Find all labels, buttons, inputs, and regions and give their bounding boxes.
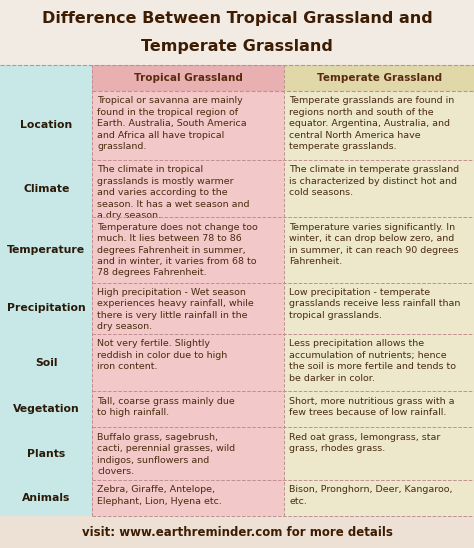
Text: Tropical or savanna are mainly
found in the tropical region of
Earth. Australia,: Tropical or savanna are mainly found in … xyxy=(97,96,247,151)
Bar xyxy=(92,160,284,217)
Text: Not very fertile. Slightly
reddish in color due to high
iron content.: Not very fertile. Slightly reddish in co… xyxy=(97,339,228,372)
Text: Temperate grasslands are found in
regions north and south of the
equator. Argent: Temperate grasslands are found in region… xyxy=(289,96,455,151)
Text: Low precipitation - temperate
grasslands receive less rainfall than
tropical gra: Low precipitation - temperate grasslands… xyxy=(289,288,461,320)
Text: Temperate Grassland: Temperate Grassland xyxy=(141,39,333,54)
Text: Soil: Soil xyxy=(35,358,57,368)
Bar xyxy=(92,427,284,480)
Text: The climate in tropical
grasslands is mostly warmer
and varies according to the
: The climate in tropical grasslands is mo… xyxy=(97,165,250,220)
Bar xyxy=(284,65,474,91)
Text: Difference Between Tropical Grassland and: Difference Between Tropical Grassland an… xyxy=(42,10,432,26)
Bar xyxy=(0,65,92,91)
Text: Animals: Animals xyxy=(22,493,71,503)
Text: visit: www.earthreminder.com for more details: visit: www.earthreminder.com for more de… xyxy=(82,526,392,539)
Text: Red oat grass, lemongrass, star
grass, rhodes grass.: Red oat grass, lemongrass, star grass, r… xyxy=(289,433,440,453)
Bar xyxy=(284,427,474,480)
Bar xyxy=(284,91,474,160)
Text: Climate: Climate xyxy=(23,184,69,193)
Bar xyxy=(0,217,92,283)
Text: Zebra, Giraffe, Antelope,
Elephant, Lion, Hyena etc.: Zebra, Giraffe, Antelope, Elephant, Lion… xyxy=(97,486,222,506)
Bar xyxy=(284,391,474,427)
Bar xyxy=(92,391,284,427)
Bar xyxy=(0,480,92,516)
Bar xyxy=(92,65,284,91)
Bar xyxy=(92,480,284,516)
Bar xyxy=(284,480,474,516)
Text: Tall, coarse grass mainly due
to high rainfall.: Tall, coarse grass mainly due to high ra… xyxy=(97,397,235,417)
Bar xyxy=(284,334,474,391)
Bar xyxy=(92,217,284,283)
Bar xyxy=(0,0,474,65)
Bar xyxy=(284,283,474,334)
Text: Temperature varies significantly. In
winter, it can drop below zero, and
in summ: Temperature varies significantly. In win… xyxy=(289,222,459,266)
Bar xyxy=(0,160,92,217)
Text: Location: Location xyxy=(20,121,73,130)
Text: The climate in temperate grassland
is characterized by distinct hot and
cold sea: The climate in temperate grassland is ch… xyxy=(289,165,459,197)
Bar xyxy=(284,217,474,283)
Bar xyxy=(0,427,92,480)
Bar xyxy=(284,160,474,217)
Bar xyxy=(0,391,92,427)
Bar xyxy=(0,283,92,334)
Text: Temperate Grassland: Temperate Grassland xyxy=(317,73,442,83)
Text: Less precipitation allows the
accumulation of nutrients; hence
the soil is more : Less precipitation allows the accumulati… xyxy=(289,339,456,383)
Text: Vegetation: Vegetation xyxy=(13,404,80,414)
Bar xyxy=(0,91,92,160)
Bar xyxy=(0,334,92,391)
Text: Tropical Grassland: Tropical Grassland xyxy=(134,73,243,83)
Bar xyxy=(92,283,284,334)
Text: Precipitation: Precipitation xyxy=(7,303,86,313)
Text: Buffalo grass, sagebrush,
cacti, perennial grasses, wild
indigos, sunflowers and: Buffalo grass, sagebrush, cacti, perenni… xyxy=(97,433,235,476)
Bar xyxy=(0,516,474,548)
Text: Bison, Pronghorn, Deer, Kangaroo,
etc.: Bison, Pronghorn, Deer, Kangaroo, etc. xyxy=(289,486,453,506)
Text: Short, more nutritious grass with a
few trees because of low rainfall.: Short, more nutritious grass with a few … xyxy=(289,397,455,417)
Text: High precipitation - Wet season
experiences heavy rainfall, while
there is very : High precipitation - Wet season experien… xyxy=(97,288,254,332)
Bar xyxy=(92,91,284,160)
Text: Temperature: Temperature xyxy=(7,245,85,255)
Bar xyxy=(92,334,284,391)
Text: Temperature does not change too
much. It lies between 78 to 86
degrees Fahrenhei: Temperature does not change too much. It… xyxy=(97,222,258,277)
Text: Plants: Plants xyxy=(27,449,65,459)
